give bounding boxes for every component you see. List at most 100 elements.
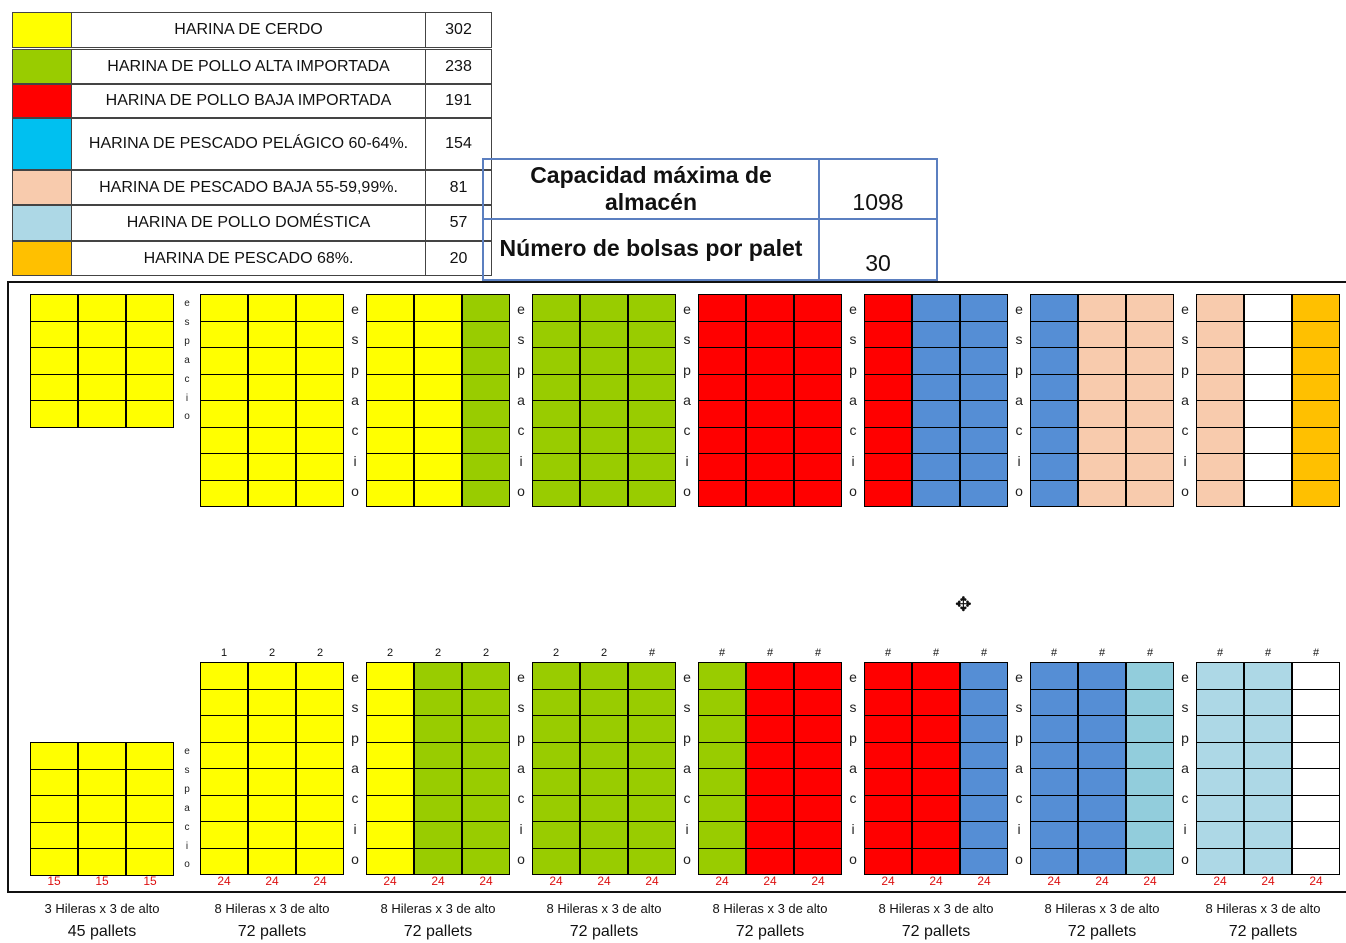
column-top-count: # (648, 647, 656, 659)
pallet-cell (1244, 741, 1292, 769)
column-pallet-count: 15 (47, 874, 61, 888)
aisle-letter: i (1183, 820, 1187, 837)
pallet-cell (414, 479, 462, 507)
pallet-cell (1078, 400, 1126, 428)
pallet-cell (698, 373, 746, 401)
pallet-cell (1078, 715, 1126, 743)
block-pallets-label: 72 pallets (237, 923, 307, 940)
legend-product-count: 154 (426, 118, 492, 170)
pallet-cell (1244, 715, 1292, 743)
pallet-cell (628, 662, 676, 690)
pallet-cell (746, 400, 794, 428)
pallet-cell (1196, 847, 1244, 875)
column-pallet-count: 24 (313, 874, 327, 888)
pallet-cell (366, 373, 414, 401)
aisle-letter: o (849, 850, 857, 867)
aisle-letter: i (519, 820, 523, 837)
block-pallets-label: 72 pallets (569, 923, 639, 940)
pallet-cell (78, 795, 126, 823)
pallet-cell (864, 453, 912, 481)
aisle-letter: c (517, 422, 525, 439)
pallet-cell (126, 742, 174, 770)
pallet-cell (248, 741, 296, 769)
pallet-cell (1244, 294, 1292, 322)
column-top-count: # (1216, 647, 1224, 659)
pallet-cell (628, 768, 676, 796)
legend-product-count: 191 (426, 84, 492, 118)
pallet-cell (698, 662, 746, 690)
pallet-cell (746, 426, 794, 454)
pallet-cell (1078, 479, 1126, 507)
aisle-letter: p (184, 335, 190, 347)
pallet-cell (366, 426, 414, 454)
pallet-cell (200, 662, 248, 690)
column-pallet-count: 24 (549, 874, 563, 888)
pallet-cell (912, 741, 960, 769)
aisle-letter: i (1183, 452, 1187, 469)
pallet-cell (200, 373, 248, 401)
pallet-cell (1078, 294, 1126, 322)
pallet-cell (126, 400, 174, 428)
pallet-cell (532, 479, 580, 507)
pallet-cell (580, 662, 628, 690)
pallet-cell (1030, 847, 1078, 875)
pallet-cell (912, 768, 960, 796)
pallet-cell (698, 347, 746, 375)
aisle-letter: p (849, 729, 857, 746)
pallet-cell (248, 373, 296, 401)
aisle-letter: s (849, 331, 857, 348)
pallet-cell (126, 848, 174, 876)
pallet-cell (580, 715, 628, 743)
pallet-cell (960, 320, 1008, 348)
column-top-count: # (814, 647, 822, 659)
pallet-cell (628, 741, 676, 769)
pallet-cell (580, 347, 628, 375)
pallet-cell (462, 847, 510, 875)
column-pallet-count: 15 (143, 874, 157, 888)
aisle-letter: a (184, 802, 190, 814)
aisle-letter: o (184, 411, 190, 423)
column-top-count: 2 (600, 647, 608, 659)
pallet-cell (912, 794, 960, 822)
pallet-cell (1292, 453, 1340, 481)
pallet-cell (628, 426, 676, 454)
pallet-cell (698, 400, 746, 428)
aisle-letter: o (683, 850, 691, 867)
pallet-cell (1196, 426, 1244, 454)
column-top-count: 2 (434, 647, 442, 659)
legend-product-count: 57 (426, 205, 492, 241)
pallet-cell (1126, 400, 1174, 428)
pallet-cell (746, 847, 794, 875)
pallet-cell (296, 847, 344, 875)
pallet-cell (462, 294, 510, 322)
pallet-cell (912, 453, 960, 481)
aisle-letter: i (685, 820, 689, 837)
pallet-cell (912, 347, 960, 375)
pallet-cell (1030, 347, 1078, 375)
pallet-cell (1078, 426, 1126, 454)
aisle-letter: a (683, 391, 691, 408)
aisle-letter: o (1181, 482, 1189, 499)
pallet-cell (296, 741, 344, 769)
column-top-count: # (766, 647, 774, 659)
pallet-cell (746, 794, 794, 822)
aisle-letter: i (185, 840, 189, 852)
pallet-cell (864, 479, 912, 507)
pallet-cell (628, 794, 676, 822)
aisle-letter: e (1181, 301, 1189, 318)
aisle-letter: p (683, 361, 691, 378)
pallet-cell (960, 821, 1008, 849)
pallet-cell (1030, 426, 1078, 454)
pallet-cell (248, 821, 296, 849)
pallet-cell (580, 821, 628, 849)
legend-product-name: HARINA DE CERDO (72, 12, 426, 48)
pallet-cell (628, 347, 676, 375)
pallet-cell (1126, 794, 1174, 822)
column-pallet-count: 24 (763, 874, 777, 888)
aisle-letter: c (517, 790, 525, 807)
pallet-cell (794, 479, 842, 507)
